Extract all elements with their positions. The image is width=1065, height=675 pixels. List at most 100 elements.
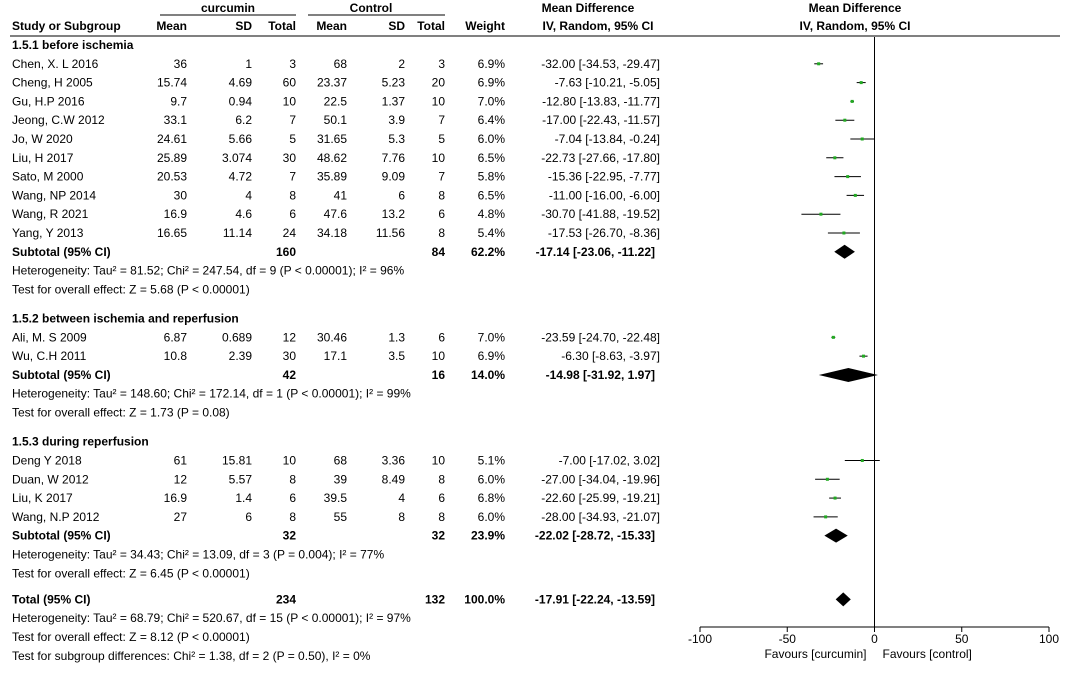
total-a: 5 (289, 132, 296, 146)
sd-b: 1.37 (382, 94, 406, 108)
total-b: 10 (432, 453, 446, 467)
sd-a: 5.66 (229, 132, 253, 146)
sd-b: 2 (398, 57, 405, 71)
study-name: Wang, NP 2014 (12, 188, 96, 202)
heterogeneity-note: Heterogeneity: Tau² = 81.52; Chi² = 247.… (12, 264, 404, 278)
weight: 5.1% (478, 453, 506, 467)
study-marker (859, 81, 863, 85)
mean-a: 25.89 (157, 151, 187, 165)
mean-b: 35.89 (317, 170, 347, 184)
mean-difference-ci: -27.00 [-34.04, -19.96] (541, 472, 660, 486)
sd-a: 0.689 (222, 330, 252, 344)
total-a: 60 (283, 76, 297, 90)
subtotal-ci: -17.14 [-23.06, -11.22] (536, 245, 655, 259)
total-heterogeneity-note: Heterogeneity: Tau² = 68.79; Chi² = 520.… (12, 611, 411, 625)
x-tick-label: -50 (779, 632, 797, 646)
mean-difference-ci: -15.36 [-22.95, -7.77] (548, 170, 660, 184)
header-mean-b: Mean (316, 19, 347, 33)
mean-difference-ci: -7.63 [-10.21, -5.05] (555, 76, 660, 90)
mean-b: 34.18 (317, 226, 347, 240)
sd-b: 3.36 (382, 453, 406, 467)
overall-effect-note: Test for overall effect: Z = 5.68 (P < 0… (12, 282, 250, 296)
study-name: Yang, Y 2013 (12, 226, 84, 240)
total-weight: 100.0% (464, 592, 505, 606)
total-b: 5 (438, 132, 445, 146)
mean-a: 15.74 (157, 76, 187, 90)
study-marker (824, 515, 828, 519)
sd-a: 4.6 (235, 207, 252, 221)
mean-difference-ci: -17.00 [-22.43, -11.57] (542, 113, 660, 127)
total-total-a: 234 (276, 592, 296, 606)
weight: 6.0% (478, 132, 506, 146)
subtotal-diamond (824, 528, 848, 543)
header-sd-b: SD (388, 19, 405, 33)
total-b: 7 (438, 170, 445, 184)
subgroup-title: 1.5.3 during reperfusion (12, 435, 149, 449)
study-marker (853, 193, 857, 197)
mean-b: 47.6 (324, 207, 348, 221)
total-a: 8 (289, 472, 296, 486)
total-b: 6 (438, 330, 445, 344)
total-a: 8 (289, 188, 296, 202)
total-a: 8 (289, 510, 296, 524)
mean-difference-ci: -22.73 [-27.66, -17.80] (541, 151, 660, 165)
total-b: 7 (438, 113, 445, 127)
weight: 6.5% (478, 151, 506, 165)
x-tick-label: -100 (688, 632, 712, 646)
total-b: 6 (438, 207, 445, 221)
x-tick-label: 50 (955, 632, 969, 646)
mean-a: 24.61 (157, 132, 187, 146)
weight: 6.4% (478, 113, 506, 127)
mean-difference-ci: -22.60 [-25.99, -19.21] (541, 491, 660, 505)
weight: 7.0% (478, 330, 506, 344)
mean-a: 27 (174, 510, 188, 524)
mean-b: 50.1 (324, 113, 348, 127)
weight: 6.0% (478, 472, 506, 486)
sd-a: 3.074 (222, 151, 252, 165)
mean-b: 68 (334, 57, 348, 71)
subtotal-label: Subtotal (95% CI) (12, 368, 111, 382)
total-a: 7 (289, 113, 296, 127)
total-label: Total (95% CI) (12, 592, 90, 606)
total-overall-effect-note: Test for overall effect: Z = 8.12 (P < 0… (12, 630, 250, 644)
mean-a: 16.9 (164, 491, 188, 505)
mean-difference-ci: -7.04 [-13.84, -0.24] (555, 132, 660, 146)
sd-a: 4.72 (229, 170, 253, 184)
mean-a: 10.8 (164, 349, 188, 363)
total-a: 30 (283, 151, 297, 165)
study-marker (862, 354, 866, 358)
mean-b: 55 (334, 510, 348, 524)
subtotal-ci: -22.02 [-28.72, -15.33] (535, 529, 655, 543)
header-study: Study or Subgroup (12, 19, 121, 33)
mean-a: 30 (174, 188, 188, 202)
subtotal-weight: 14.0% (471, 368, 505, 382)
header-group-a: curcumin (201, 1, 255, 15)
sd-b: 9.09 (382, 170, 406, 184)
total-a: 24 (283, 226, 297, 240)
study-name: Chen, X. L 2016 (12, 57, 99, 71)
sd-b: 6 (398, 188, 405, 202)
study-name: Deng Y 2018 (12, 453, 82, 467)
mean-a: 12 (174, 472, 188, 486)
header-md-method: IV, Random, 95% CI (543, 19, 654, 33)
study-marker (850, 99, 854, 103)
mean-b: 39 (334, 472, 348, 486)
subtotal-weight: 62.2% (471, 245, 505, 259)
total-b: 8 (438, 510, 445, 524)
header-group-b: Control (350, 1, 393, 15)
subgroup-title: 1.5.1 before ischemia (12, 38, 134, 52)
study-name: Jeong, C.W 2012 (12, 113, 105, 127)
sd-a: 6 (245, 510, 252, 524)
mean-b: 17.1 (324, 349, 348, 363)
study-name: Gu, H.P 2016 (12, 94, 85, 108)
overall-effect-note: Test for overall effect: Z = 6.45 (P < 0… (12, 566, 250, 580)
favours-right-label: Favours [control] (883, 647, 972, 661)
weight: 6.8% (478, 491, 506, 505)
weight: 6.0% (478, 510, 506, 524)
weight: 6.9% (478, 349, 506, 363)
favours-left-label: Favours [curcumin] (764, 647, 866, 661)
header-mean-a: Mean (156, 19, 187, 33)
subtotal-total-b: 32 (432, 529, 446, 543)
